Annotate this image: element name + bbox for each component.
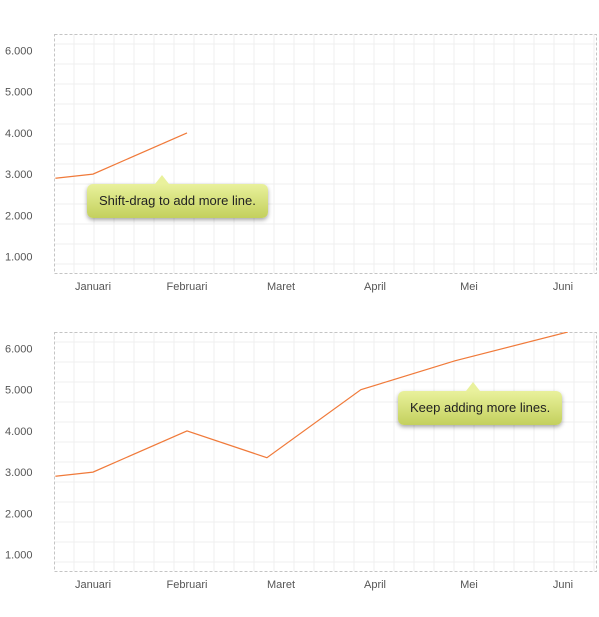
- tooltip-bottom: Keep adding more lines.: [398, 382, 563, 425]
- top-x-tick-label: Maret: [267, 281, 295, 293]
- bottom-x-tick-label: Maret: [267, 579, 295, 591]
- top-y-tick-label: 2.000: [5, 210, 33, 222]
- bottom-y-tick-label: 2.000: [5, 508, 33, 520]
- bottom-x-tick-label: Mei: [460, 579, 478, 591]
- top-series-line: [55, 132, 188, 179]
- bottom-plot-border: [54, 332, 597, 572]
- top-y-tick-label: 5.000: [5, 87, 33, 99]
- chart-bottom-svg[interactable]: 1.000 2.000 3.000 4.000 5.000 6.000 Januari Feb…: [0, 298, 599, 596]
- chart-top[interactable]: 1.000 2.000 3.000 4.000 5.000 6.000 Januari Feb…: [0, 0, 599, 298]
- chart-bottom[interactable]: 1.000 2.000 3.000 4.000 5.000 6.000 Januari Feb…: [0, 298, 599, 596]
- top-y-tick-label: 3.000: [5, 169, 33, 181]
- bottom-x-tick-label: Januari: [75, 579, 111, 591]
- top-x-tick-label: April: [364, 281, 386, 293]
- bottom-x-tick-label: Februari: [167, 579, 208, 591]
- bottom-y-tick-label: 3.000: [5, 467, 33, 479]
- tooltip-top: Shift-drag to add more line.: [87, 175, 268, 218]
- chart-top-svg[interactable]: 1.000 2.000 3.000 4.000 5.000 6.000 Januari Feb…: [0, 0, 599, 298]
- bottom-y-tick-label: 4.000: [5, 426, 33, 438]
- top-plot-border: [54, 34, 597, 274]
- bottom-y-tick-label: 1.000: [5, 550, 33, 562]
- top-x-tick-label: Januari: [75, 281, 111, 293]
- top-x-tick-label: Februari: [167, 281, 208, 293]
- bottom-x-tick-label: April: [364, 579, 386, 591]
- bottom-y-tick-label: 5.000: [5, 385, 33, 397]
- top-y-tick-label: 1.000: [5, 252, 33, 264]
- bottom-y-tick-label: 6.000: [5, 343, 33, 355]
- top-x-tick-label: Mei: [460, 281, 478, 293]
- top-x-tick-label: Juni: [553, 281, 573, 293]
- top-y-tick-label: 6.000: [5, 45, 33, 57]
- bottom-x-tick-label: Juni: [553, 579, 573, 591]
- top-y-tick-label: 4.000: [5, 128, 33, 140]
